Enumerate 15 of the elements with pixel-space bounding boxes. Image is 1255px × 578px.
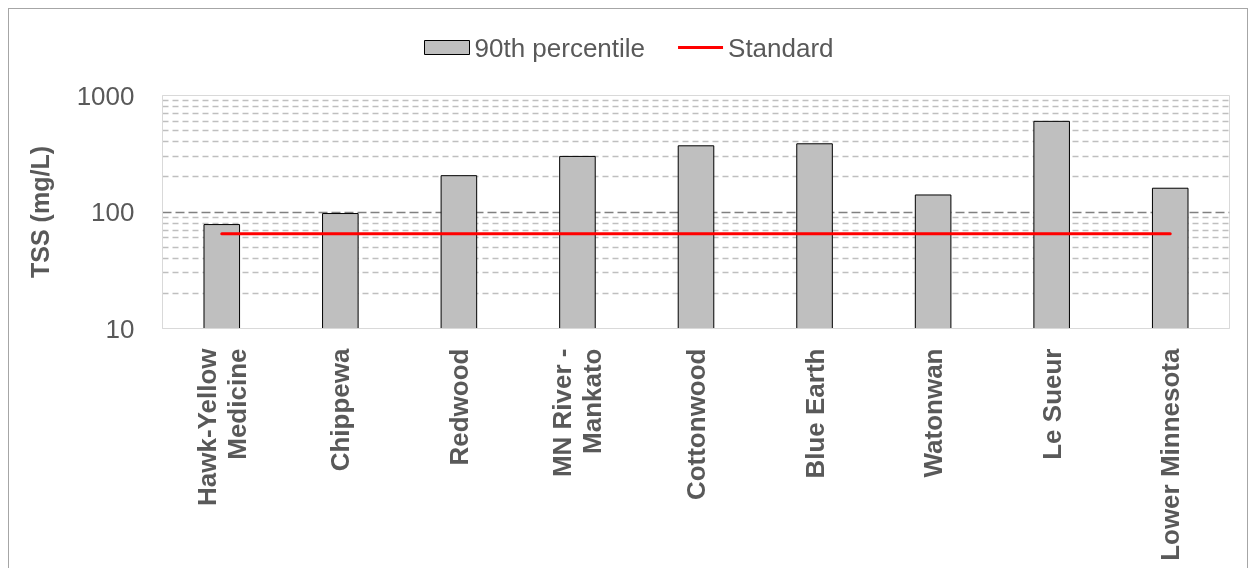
y-tick-label: 1000: [76, 80, 135, 111]
x-tick-label: Redwood: [443, 348, 474, 466]
x-tick-label: MN River - Mankato: [547, 348, 608, 478]
x-tick-label: Lower Minnesota: [1155, 347, 1186, 561]
x-tick-label: Chippewa: [325, 347, 356, 472]
legend-label: Standard: [728, 32, 834, 63]
x-tick-label: Blue Earth: [799, 348, 830, 479]
y-axis-title: TSS (mg/L): [25, 146, 54, 278]
x-tick-label: Cottonwood: [681, 348, 711, 501]
legend-label: 90th percentile: [474, 32, 646, 63]
x-tick-label: Le Sueur: [1036, 348, 1067, 460]
x-tick-label: Hawk-Yellow Medicine: [191, 347, 252, 506]
x-tick-label: Watonwan: [918, 348, 949, 478]
y-tick-label: 100: [91, 197, 135, 227]
y-tick-label: 10: [105, 313, 135, 344]
